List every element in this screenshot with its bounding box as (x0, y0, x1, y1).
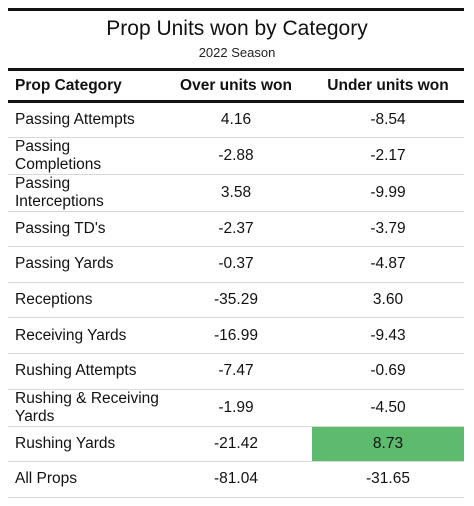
header-prop-category: Prop Category (15, 76, 122, 94)
over-units-cell: -1.99 (218, 398, 254, 416)
under-units-cell: -3.79 (370, 219, 406, 237)
table-row: Passing Interceptions 3.58 -9.99 (8, 174, 464, 212)
table-row: Passing Yards -0.37 -4.87 (8, 247, 464, 283)
under-units-cell: -4.50 (370, 398, 406, 416)
prop-category-cell: Passing Attempts (15, 110, 135, 128)
over-units-cell: -81.04 (214, 470, 258, 488)
table-row: Rushing Yards -21.42 8.73 (8, 426, 464, 462)
table-row: Rushing & Receiving Yards -1.99 -4.50 (8, 389, 464, 427)
over-units-cell: -2.88 (218, 146, 254, 164)
prop-category-cell: Passing Interceptions (15, 174, 104, 210)
under-units-cell: -2.17 (370, 146, 406, 164)
over-units-cell: -21.42 (214, 434, 258, 452)
under-units-cell: -8.54 (370, 110, 406, 128)
header-under-units: Under units won (327, 76, 449, 94)
prop-category-cell: Rushing Yards (15, 434, 116, 452)
prop-category-cell: Passing Completions (15, 137, 102, 173)
over-units-cell: -16.99 (214, 326, 258, 344)
prop-category-cell: Passing Yards (15, 255, 114, 273)
table-body: Passing Attempts 4.16 -8.54 Passing Complet… (8, 102, 464, 498)
under-units-cell: -31.65 (366, 470, 410, 488)
over-units-cell: 4.16 (220, 110, 252, 128)
top-rule (8, 8, 464, 11)
prop-category-cell: Rushing Attempts (15, 362, 137, 380)
table-row: Rushing Attempts -7.47 -0.69 (8, 353, 464, 390)
prop-category-cell: Receiving Yards (15, 326, 127, 344)
table-row: Receptions -35.29 3.60 (8, 282, 464, 318)
prop-category-cell: Rushing & Receiving Yards (15, 389, 159, 425)
prop-category-cell: Passing TD's (15, 219, 106, 237)
prop-units-table: Prop Category Over units won Under units… (8, 68, 464, 498)
table-row: Receiving Yards -16.99 -9.43 (8, 318, 464, 354)
over-units-cell: -2.37 (218, 219, 254, 237)
table-row: Passing Attempts 4.16 -8.54 (8, 102, 464, 138)
prop-category-cell: Receptions (15, 291, 93, 309)
table-row: Passing TD's -2.37 -3.79 (8, 211, 464, 247)
prop-category-cell: All Props (15, 470, 78, 488)
table-title: Prop Units won by Category (106, 17, 368, 40)
over-units-cell: -0.37 (218, 255, 254, 273)
header-over-units: Over units won (180, 76, 292, 94)
table-row: Passing Completions -2.88 -2.17 (8, 137, 464, 175)
over-units-cell: -35.29 (214, 291, 258, 309)
under-units-cell: 8.73 (312, 426, 464, 462)
over-units-cell: 3.58 (220, 183, 252, 201)
under-units-cell: -4.87 (370, 255, 406, 273)
table-row: All Props -81.04 -31.65 (8, 462, 464, 498)
under-units-cell: -0.69 (370, 362, 406, 380)
over-units-cell: -7.47 (218, 362, 254, 380)
table-subtitle: 2022 Season (198, 45, 276, 60)
header-row: Prop Category Over units won Under units… (8, 69, 464, 102)
under-units-cell: 3.60 (372, 291, 404, 309)
under-units-cell: -9.43 (370, 326, 406, 344)
under-units-cell: -9.99 (370, 183, 406, 201)
